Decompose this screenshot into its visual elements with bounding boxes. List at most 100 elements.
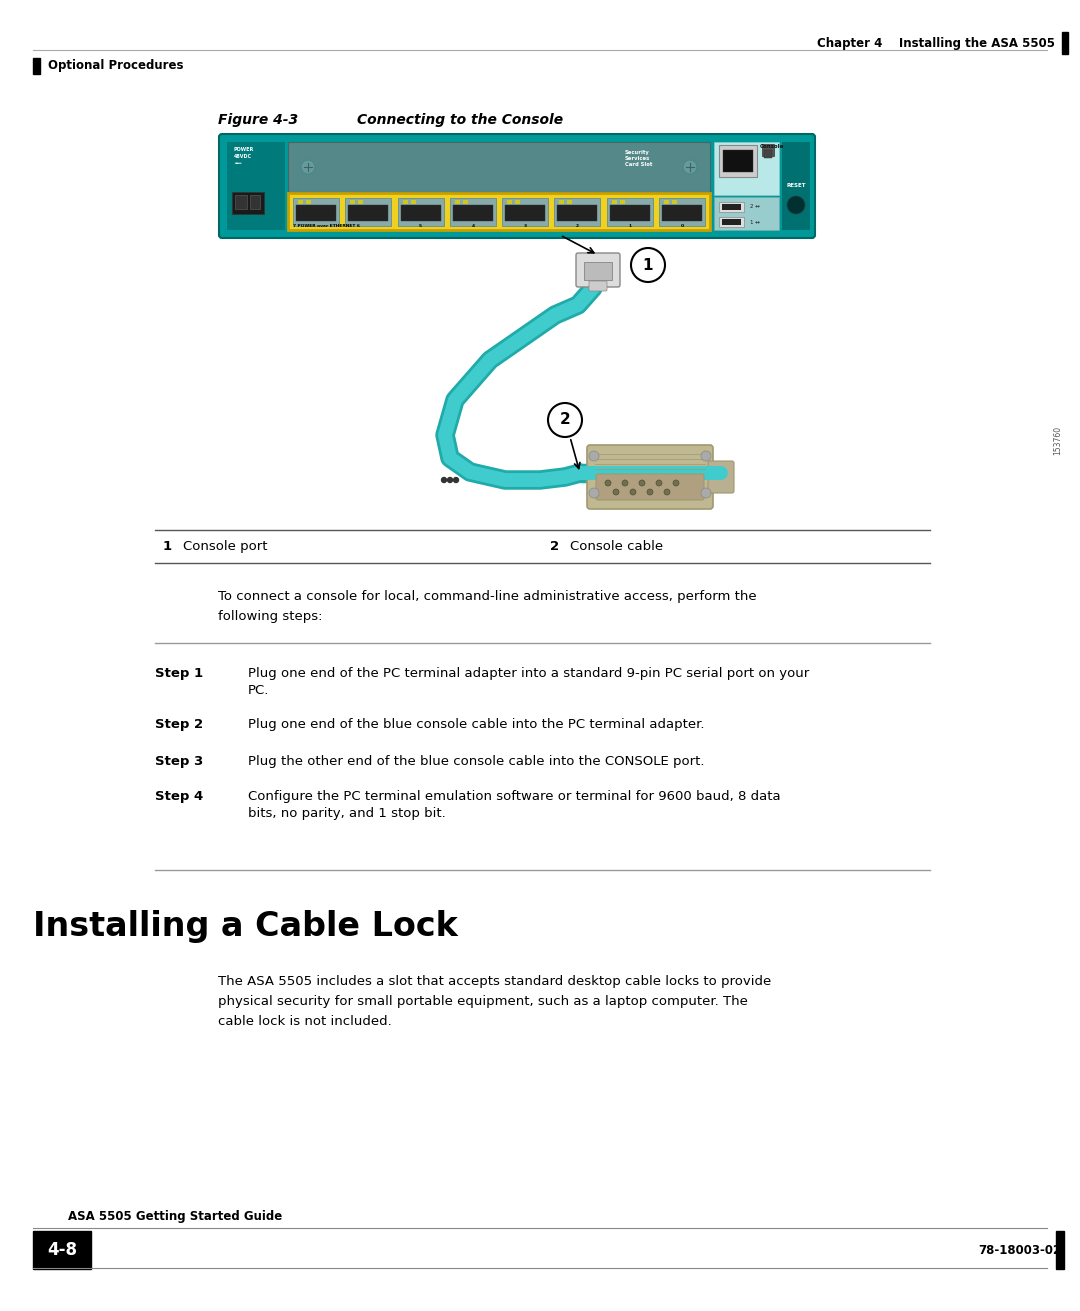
Bar — [723, 149, 753, 172]
Text: Connecting to the Console: Connecting to the Console — [318, 113, 563, 127]
Bar — [293, 198, 339, 225]
Bar — [557, 205, 597, 222]
Circle shape — [548, 402, 582, 437]
Text: Step 4: Step 4 — [156, 791, 203, 804]
Bar — [249, 195, 260, 208]
Text: Figure 4-3: Figure 4-3 — [218, 113, 298, 127]
Text: Console port: Console port — [183, 540, 268, 553]
Circle shape — [656, 480, 662, 486]
Bar — [298, 201, 303, 205]
Circle shape — [605, 480, 611, 486]
Circle shape — [630, 489, 636, 496]
Text: Step 2: Step 2 — [156, 718, 203, 732]
Text: 1: 1 — [643, 257, 653, 273]
Circle shape — [589, 488, 599, 498]
Circle shape — [647, 489, 653, 496]
FancyBboxPatch shape — [708, 461, 734, 493]
Bar — [764, 149, 772, 159]
Circle shape — [447, 477, 453, 482]
Text: 0: 0 — [680, 224, 684, 228]
Circle shape — [664, 489, 670, 496]
Bar — [664, 201, 669, 205]
Text: 2 ↔: 2 ↔ — [750, 205, 760, 210]
Bar — [463, 201, 468, 205]
Bar — [502, 198, 549, 225]
Bar — [288, 142, 710, 191]
Bar — [227, 142, 285, 229]
FancyBboxPatch shape — [576, 253, 620, 287]
Bar — [410, 201, 416, 205]
Circle shape — [442, 477, 446, 482]
Circle shape — [613, 489, 619, 496]
Bar — [453, 205, 492, 222]
Text: 4-8: 4-8 — [48, 1242, 77, 1259]
Text: Optional Procedures: Optional Procedures — [48, 59, 184, 72]
Text: ═══: ═══ — [234, 163, 242, 166]
Bar — [33, 58, 40, 73]
Bar — [235, 195, 247, 208]
Bar — [296, 205, 336, 222]
Bar — [359, 201, 363, 205]
Text: 3: 3 — [524, 224, 527, 228]
Bar — [659, 198, 705, 225]
Bar — [505, 205, 545, 222]
Circle shape — [701, 488, 711, 498]
Bar — [306, 201, 311, 205]
Text: 5: 5 — [419, 224, 422, 228]
Bar — [620, 201, 624, 205]
Bar — [714, 197, 779, 229]
Circle shape — [639, 480, 645, 486]
Text: 1 ↔: 1 ↔ — [750, 219, 760, 224]
Text: Console: Console — [760, 144, 784, 149]
Circle shape — [622, 480, 627, 486]
Bar — [607, 198, 652, 225]
FancyBboxPatch shape — [596, 475, 704, 499]
Bar — [1056, 1231, 1064, 1269]
Text: Installing a Cable Lock: Installing a Cable Lock — [33, 910, 458, 943]
Bar — [782, 142, 810, 229]
Circle shape — [683, 160, 697, 174]
Text: Plug the other end of the blue console cable into the CONSOLE port.: Plug the other end of the blue console c… — [248, 755, 704, 768]
Bar — [33, 1231, 91, 1269]
Text: PC.: PC. — [248, 684, 269, 697]
Text: bits, no parity, and 1 stop bit.: bits, no parity, and 1 stop bit. — [248, 808, 446, 819]
Bar — [455, 201, 460, 205]
Circle shape — [301, 160, 315, 174]
Bar — [610, 205, 650, 222]
Text: Plug one end of the blue console cable into the PC terminal adapter.: Plug one end of the blue console cable i… — [248, 718, 704, 732]
Text: 2: 2 — [559, 413, 570, 427]
Circle shape — [631, 248, 665, 282]
Text: 4: 4 — [471, 224, 474, 228]
Text: Plug one end of the PC terminal adapter into a standard 9-pin PC serial port on : Plug one end of the PC terminal adapter … — [248, 667, 809, 680]
Bar — [403, 201, 407, 205]
FancyBboxPatch shape — [219, 134, 815, 239]
Text: physical security for small portable equipment, such as a laptop computer. The: physical security for small portable equ… — [218, 995, 747, 1008]
Bar — [584, 262, 612, 281]
FancyBboxPatch shape — [588, 444, 713, 509]
Bar — [232, 191, 264, 214]
FancyBboxPatch shape — [589, 281, 607, 291]
Bar — [723, 205, 741, 210]
Text: 78-18003-02: 78-18003-02 — [978, 1244, 1062, 1256]
Text: following steps:: following steps: — [218, 610, 323, 623]
Text: 2: 2 — [576, 224, 579, 228]
Bar — [719, 146, 757, 177]
Bar — [554, 198, 600, 225]
Text: 2: 2 — [550, 540, 559, 553]
Bar — [723, 219, 741, 225]
Bar — [348, 205, 389, 222]
Text: The ASA 5505 includes a slot that accepts standard desktop cable locks to provid: The ASA 5505 includes a slot that accept… — [218, 975, 771, 988]
Circle shape — [787, 197, 805, 214]
Bar — [611, 201, 617, 205]
Text: POWER: POWER — [234, 147, 254, 152]
Circle shape — [589, 451, 599, 461]
Text: 48VDC: 48VDC — [234, 153, 252, 159]
Text: 1: 1 — [163, 540, 172, 553]
Text: Security
Services
Card Slot: Security Services Card Slot — [625, 149, 652, 166]
Text: Console cable: Console cable — [570, 540, 663, 553]
Bar — [714, 142, 779, 195]
Bar — [567, 201, 572, 205]
Bar — [508, 201, 512, 205]
Bar — [719, 218, 744, 227]
Bar — [350, 201, 355, 205]
